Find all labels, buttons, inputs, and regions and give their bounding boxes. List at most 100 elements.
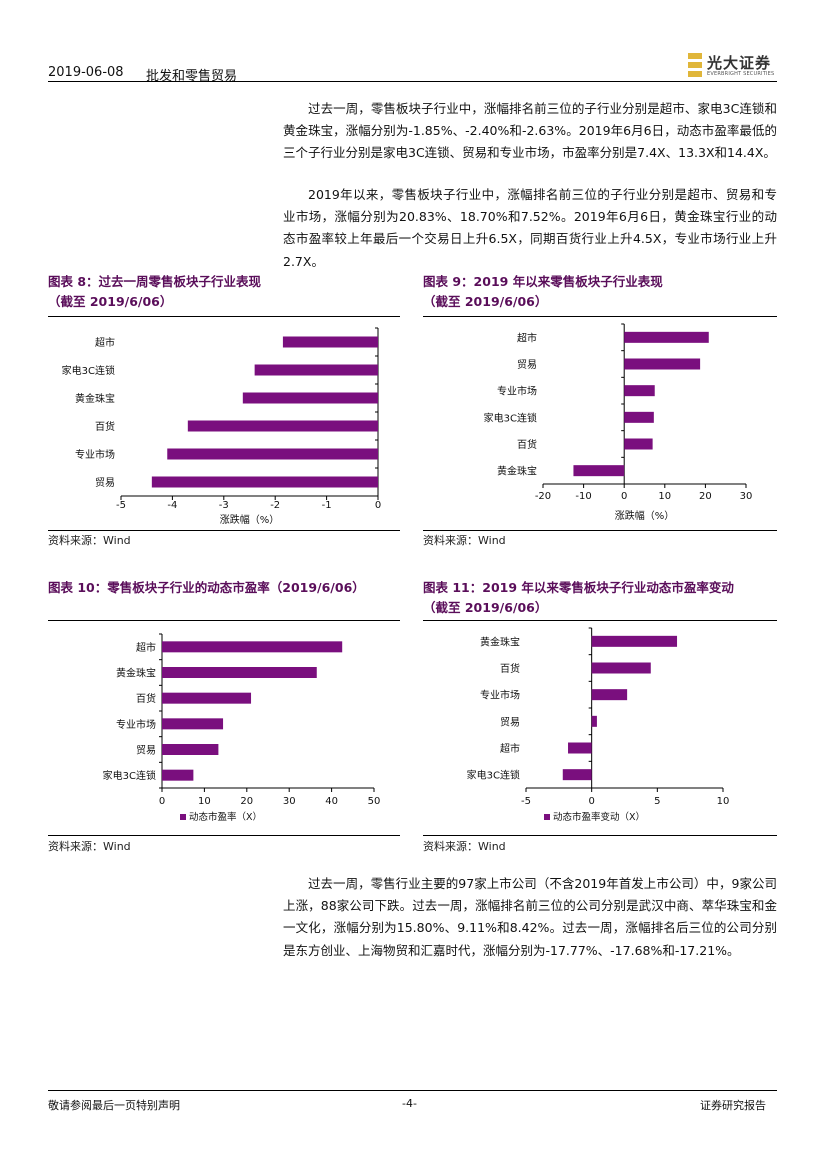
fig11-cat-label-3: 贸易 (500, 716, 520, 728)
fig9-cat-label-4: 百货 (517, 438, 537, 451)
fig8-tick-label-2: -3 (219, 500, 229, 511)
fig10-cat-label-5: 家电3C连锁 (103, 769, 156, 782)
paragraph-company-performance: 过去一周，零售行业主要的97家上市公司（不含2019年首发上市公司）中，9家公司… (283, 876, 777, 958)
fig8-cat-label-1: 家电3C连锁 (62, 364, 115, 377)
fig10-bottom-rule (48, 835, 400, 836)
fig10-cat-label-4: 贸易 (136, 745, 156, 757)
fig8-top-rule (48, 316, 400, 317)
fig11-cat-label-5: 家电3C连锁 (467, 769, 520, 782)
fig11-legend-swatch (544, 814, 550, 820)
fig11-cat-label-2: 专业市场 (480, 689, 520, 702)
fig11-bar-3 (591, 715, 597, 727)
fig8-cat-label-3: 百货 (95, 420, 115, 433)
fig9-title-line2: （截至 2019/6/06） (423, 294, 548, 309)
fig8-bar-2 (242, 392, 378, 404)
fig9-cat-label-0: 超市 (517, 331, 537, 344)
fig11-tick-label-3: 10 (717, 796, 730, 807)
fig11-bar-4 (568, 742, 592, 754)
fig9-tick-label-3: 10 (658, 491, 671, 502)
fig10-bar-4 (162, 744, 219, 755)
paragraph-ytd-subsector: 2019年以来，零售板块子行业中，涨幅排名前三位的子行业分别是超市、贸易和专业市… (283, 187, 777, 269)
fig9-cat-label-1: 贸易 (517, 359, 537, 371)
fig8-tick-label-0: -5 (116, 500, 126, 511)
fig9-tick-label-5: 30 (740, 491, 753, 502)
fig8-bottom-rule (48, 530, 400, 531)
fig10-title-line1: 图表 10：零售板块子行业的动态市盈率（2019/6/06） (48, 580, 365, 595)
fig9-bar-3 (624, 411, 654, 423)
fig8-title-line2: （截至 2019/6/06） (48, 294, 173, 309)
fig9-top-rule (423, 316, 777, 317)
fig10-tick-label-1: 10 (198, 796, 211, 807)
fig8-x-axis-label: 涨跌幅（%） (220, 513, 280, 526)
fig11-bar-5 (562, 769, 592, 781)
fig11-legend-label: 动态市盈率变动（X） (553, 811, 645, 823)
fig11-cat-label-4: 超市 (500, 742, 520, 755)
fig8-tick-label-5: 0 (375, 500, 381, 511)
fig11-bottom-rule (423, 835, 777, 836)
fig10-cat-label-0: 超市 (136, 641, 156, 654)
fig9-bar-0 (624, 331, 709, 343)
fig10-source: 资料来源：Wind (48, 840, 131, 853)
fig9-cat-label-3: 家电3C连锁 (484, 411, 537, 424)
fig11-tick-label-1: 0 (588, 796, 594, 807)
footer-report-type: 证券研究报告 (700, 1099, 766, 1112)
header-rule (48, 81, 777, 82)
fig8-tick-label-3: -2 (270, 500, 280, 511)
fig10-cat-label-2: 百货 (136, 692, 156, 705)
fig9-cat-label-5: 黄金珠宝 (497, 465, 537, 478)
report-date: 2019-06-08 (48, 65, 124, 80)
fig10-bar-1 (162, 667, 317, 678)
fig9-bar-4 (624, 438, 653, 450)
fig10-bar-2 (162, 692, 252, 704)
fig11-title-line2: （截至 2019/6/06） (423, 600, 548, 615)
fig9-title-line1: 图表 9：2019 年以来零售板块子行业表现 (423, 274, 663, 289)
fig9-cat-label-2: 专业市场 (497, 385, 537, 398)
fig10-legend-label: 动态市盈率（X） (189, 811, 262, 823)
fig10-tick-label-3: 30 (283, 796, 296, 807)
fig10-bar-5 (162, 769, 194, 781)
fig9-bottom-rule (423, 530, 777, 531)
brand-en: EVERBRIGHT SECURITIES (707, 71, 775, 77)
fig9-tick-label-2: 0 (621, 491, 627, 502)
fig9-bar-1 (624, 358, 701, 370)
fig9-source: 资料来源：Wind (423, 534, 506, 547)
fig10-tick-label-2: 20 (240, 796, 253, 807)
fig9-tick-label-1: -10 (575, 491, 591, 502)
fig11-bar-0 (591, 635, 678, 647)
fig9-tick-label-0: -20 (535, 491, 551, 502)
fig8-source: 资料来源：Wind (48, 534, 131, 547)
page-number: -4- (402, 1097, 417, 1110)
brand-name: 光大证券 (707, 54, 772, 72)
fig8-bar-1 (254, 364, 378, 376)
footer-rule (48, 1090, 777, 1091)
fig9-x-axis-label: 涨跌幅（%） (615, 509, 675, 522)
fig11-source: 资料来源：Wind (423, 840, 506, 853)
fig10-tick-label-0: 0 (159, 796, 165, 807)
fig9-bar-5 (573, 465, 625, 477)
fig8-tick-label-4: -1 (322, 500, 332, 511)
logo-mark-icon (688, 53, 702, 77)
fig10-tick-label-4: 40 (325, 796, 338, 807)
fig11-bar-1 (591, 662, 651, 674)
fig11-cat-label-1: 百货 (500, 662, 520, 675)
fig8-bar-5 (151, 476, 378, 488)
fig10-top-rule (48, 620, 400, 621)
fig11-top-rule (423, 620, 777, 621)
fig8-tick-label-1: -4 (167, 500, 177, 511)
fig8-bar-4 (167, 448, 378, 460)
fig11-bar-2 (591, 689, 628, 701)
fig9-tick-label-4: 20 (699, 491, 712, 502)
fig8-cat-label-4: 专业市场 (75, 448, 115, 461)
brand-logo: 光大证券 EVERBRIGHT SECURITIES (688, 52, 780, 80)
fig8-cat-label-2: 黄金珠宝 (75, 392, 115, 405)
fig11-tick-label-2: 5 (654, 796, 660, 807)
fig8-bar-3 (187, 420, 378, 432)
fig11-cat-label-0: 黄金珠宝 (480, 635, 520, 648)
fig9-bar-2 (624, 385, 655, 397)
fig8-cat-label-0: 超市 (95, 336, 115, 349)
footer-disclaimer: 敬请参阅最后一页特别声明 (48, 1099, 180, 1112)
